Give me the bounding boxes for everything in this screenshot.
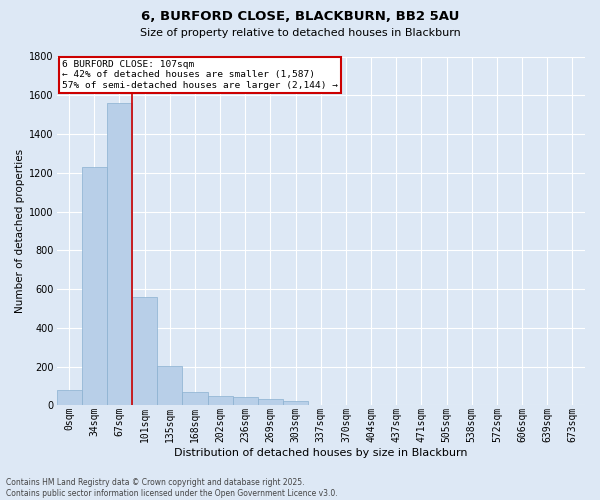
Bar — [258, 400, 283, 406]
Bar — [132, 297, 157, 406]
Bar — [208, 396, 233, 406]
Y-axis label: Number of detached properties: Number of detached properties — [15, 149, 25, 313]
Text: Size of property relative to detached houses in Blackburn: Size of property relative to detached ho… — [140, 28, 460, 38]
Text: Contains HM Land Registry data © Crown copyright and database right 2025.
Contai: Contains HM Land Registry data © Crown c… — [6, 478, 338, 498]
Bar — [82, 167, 107, 406]
Bar — [233, 396, 258, 406]
Text: 6 BURFORD CLOSE: 107sqm
← 42% of detached houses are smaller (1,587)
57% of semi: 6 BURFORD CLOSE: 107sqm ← 42% of detache… — [62, 60, 338, 90]
Bar — [56, 390, 82, 406]
Bar — [182, 392, 208, 406]
X-axis label: Distribution of detached houses by size in Blackburn: Distribution of detached houses by size … — [174, 448, 467, 458]
Bar — [283, 402, 308, 406]
Text: 6, BURFORD CLOSE, BLACKBURN, BB2 5AU: 6, BURFORD CLOSE, BLACKBURN, BB2 5AU — [141, 10, 459, 23]
Bar — [107, 103, 132, 406]
Bar — [157, 366, 182, 406]
